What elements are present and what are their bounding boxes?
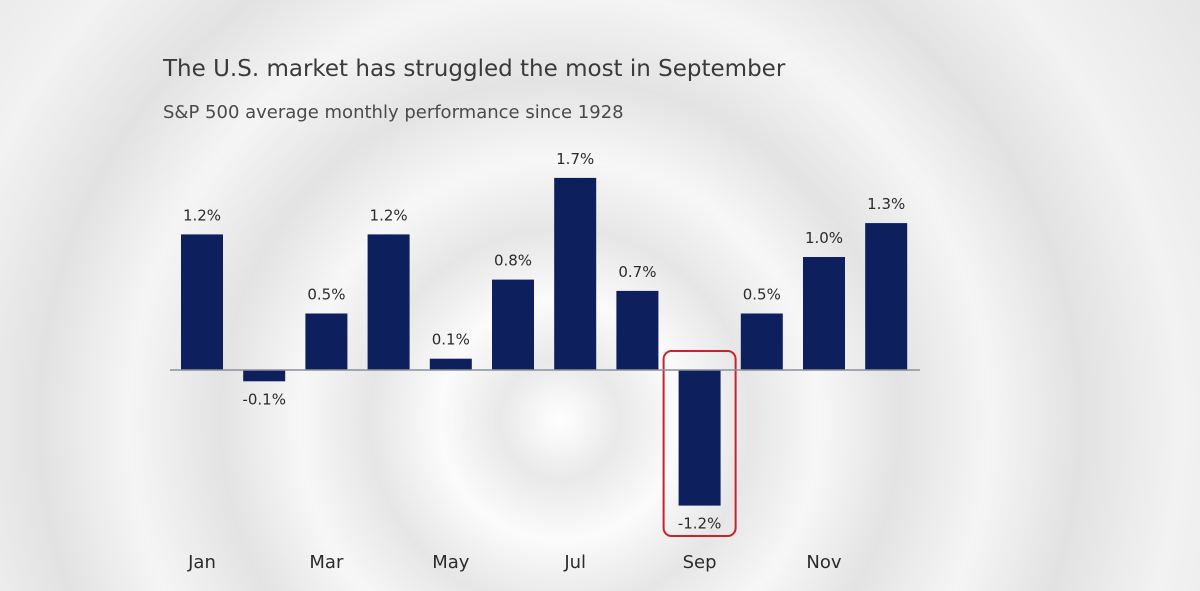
- chart-title: The U.S. market has struggled the most i…: [163, 56, 786, 82]
- data-label-feb: -0.1%: [242, 390, 286, 408]
- data-label-mar: 0.5%: [307, 286, 345, 304]
- data-label-may: 0.1%: [432, 331, 470, 349]
- bar-may: [429, 358, 472, 370]
- data-label-dec: 1.3%: [867, 195, 905, 213]
- bar-mar: [305, 313, 348, 370]
- data-label-oct: 0.5%: [743, 286, 781, 304]
- x-tick-mar: Mar: [309, 552, 344, 573]
- x-tick-nov: Nov: [806, 552, 841, 573]
- bar-oct: [740, 313, 783, 370]
- bar-dec: [865, 223, 908, 370]
- bar-sep: [678, 370, 721, 506]
- data-label-jul: 1.7%: [556, 150, 594, 168]
- x-tick-may: May: [432, 552, 470, 573]
- bar-jan: [181, 234, 223, 370]
- bar-aug: [616, 290, 659, 370]
- highlight-box-sep: [662, 350, 737, 537]
- data-label-apr: 1.2%: [370, 206, 408, 224]
- data-label-aug: 0.7%: [618, 263, 656, 281]
- x-tick-sep: Sep: [683, 552, 717, 573]
- bar-jun: [492, 279, 534, 370]
- data-label-sep: -1.2%: [678, 515, 722, 533]
- bar-apr: [367, 234, 410, 370]
- x-tick-jan: Jan: [187, 552, 216, 573]
- data-label-nov: 1.0%: [805, 229, 843, 247]
- data-label-jan: 1.2%: [183, 206, 221, 224]
- bar-jul: [554, 177, 597, 370]
- data-label-jun: 0.8%: [494, 252, 532, 270]
- bar-feb: [243, 370, 286, 382]
- bar-nov: [803, 257, 845, 370]
- x-tick-jul: Jul: [563, 552, 586, 573]
- chart-subtitle: S&P 500 average monthly performance sinc…: [163, 102, 624, 123]
